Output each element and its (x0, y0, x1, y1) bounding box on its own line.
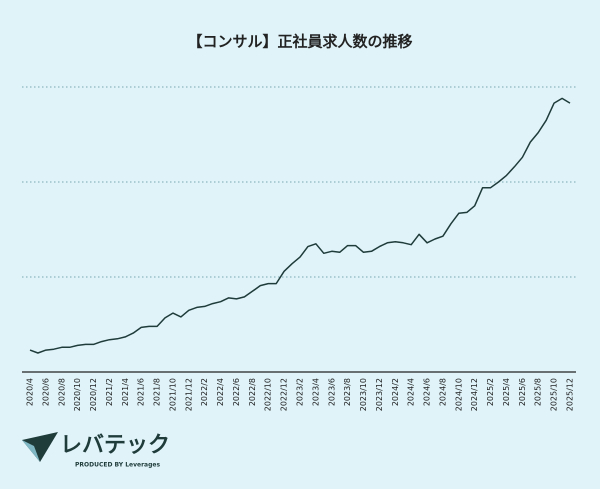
x-tick-label: 2021/10 (168, 378, 177, 411)
x-tick-label: 2024/2 (391, 378, 400, 406)
x-tick-label: 2021/4 (121, 378, 130, 406)
line (29, 97, 571, 354)
logo-sub: PRODUCED BY Leverages (75, 462, 160, 469)
x-tick-label: 2023/2 (296, 378, 305, 406)
x-tick-label: 2025/4 (502, 378, 511, 406)
x-tick-label: 2025/6 (518, 378, 527, 406)
x-tick-label: 2023/10 (359, 378, 368, 411)
x-tick-label: 2023/4 (311, 378, 320, 406)
x-tick-label: 2021/12 (184, 378, 193, 411)
x-tick-label: 2025/10 (550, 378, 559, 411)
x-tick-label: 2021/6 (137, 378, 146, 406)
x-tick-label: 2024/10 (454, 378, 463, 411)
x-tick-label: 2022/12 (280, 378, 289, 411)
x-tick-label: 2024/12 (470, 378, 479, 411)
x-tick-label: 2023/12 (375, 378, 384, 411)
logo: レバテック (60, 433, 170, 458)
chart-title: 【コンサル】正社員求人数の推移 (187, 33, 412, 51)
x-tick-label: 2025/2 (486, 378, 495, 406)
x-tick-label: 2022/6 (232, 378, 241, 406)
x-tick-label: 2021/8 (153, 378, 162, 406)
x-tick-label: 2025/8 (534, 378, 543, 406)
x-tick-label: 2024/4 (407, 378, 416, 406)
x-tick-label: 2022/8 (248, 378, 257, 406)
logo-icon (22, 432, 58, 462)
x-tick-label: 2023/8 (343, 378, 352, 406)
x-tick-label: 2025/12 (566, 378, 575, 411)
x-tick-label: 2020/8 (57, 378, 66, 406)
x-tick-label: 2020/4 (26, 378, 35, 406)
x-tick-label: 2020/10 (73, 378, 82, 411)
x-tick-label: 2023/6 (327, 378, 336, 406)
x-tick-label: 2022/4 (216, 378, 225, 406)
x-tick-label: 2024/6 (423, 378, 432, 406)
x-tick-label: 2024/8 (438, 378, 447, 406)
x-tick-label: 2021/2 (105, 378, 114, 406)
x-tick-label: 2022/2 (200, 378, 209, 406)
x-tick-label: 2020/12 (89, 378, 98, 411)
x-tick-label: 2020/6 (41, 378, 50, 406)
x-tick-label: 2022/10 (264, 378, 273, 411)
